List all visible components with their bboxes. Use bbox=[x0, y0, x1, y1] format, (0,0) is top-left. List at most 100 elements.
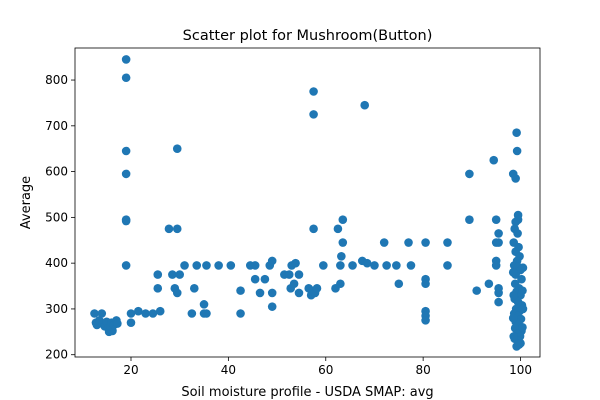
data-point bbox=[250, 274, 260, 284]
data-point bbox=[360, 100, 370, 110]
data-point bbox=[236, 309, 245, 318]
data-point bbox=[164, 224, 174, 234]
data-point bbox=[175, 270, 184, 279]
data-point bbox=[319, 261, 328, 270]
x-tick-label: 60 bbox=[318, 363, 333, 377]
data-point bbox=[180, 261, 189, 270]
data-point bbox=[489, 155, 499, 165]
data-point bbox=[141, 309, 150, 318]
data-point bbox=[121, 146, 131, 156]
y-tick-label: 600 bbox=[45, 165, 68, 179]
data-point bbox=[97, 309, 107, 318]
data-point bbox=[336, 279, 345, 289]
data-point bbox=[338, 215, 348, 224]
data-point bbox=[509, 290, 519, 300]
data-point bbox=[511, 174, 520, 183]
data-point bbox=[494, 288, 503, 298]
data-point bbox=[472, 286, 482, 295]
axis-ticks-layer: 20 40 60 80 100 200 300 400 500 600 700 800 bbox=[45, 73, 532, 377]
data-point bbox=[226, 261, 236, 270]
data-point bbox=[202, 309, 211, 318]
y-tick-label: 500 bbox=[45, 210, 68, 224]
data-point bbox=[172, 144, 182, 154]
y-tick-label: 800 bbox=[45, 73, 68, 87]
data-point bbox=[421, 316, 430, 325]
data-point bbox=[443, 238, 452, 247]
data-point bbox=[509, 332, 519, 341]
data-point bbox=[267, 288, 277, 298]
data-point bbox=[514, 340, 524, 349]
data-point bbox=[484, 279, 494, 289]
data-point bbox=[121, 261, 131, 270]
data-point bbox=[421, 238, 430, 247]
data-point bbox=[126, 318, 136, 327]
data-point bbox=[348, 261, 357, 270]
x-axis-label: Soil moisture profile - USDA SMAP: avg bbox=[181, 385, 433, 400]
data-point bbox=[192, 261, 202, 270]
data-point bbox=[148, 309, 158, 318]
data-point bbox=[309, 87, 318, 96]
data-point bbox=[518, 286, 527, 295]
data-point bbox=[443, 261, 452, 270]
data-point bbox=[250, 261, 260, 270]
data-point bbox=[267, 302, 277, 311]
x-tick-label: 40 bbox=[221, 363, 236, 377]
data-point bbox=[382, 261, 391, 270]
data-point bbox=[284, 270, 294, 279]
data-point bbox=[260, 274, 270, 284]
data-point bbox=[113, 319, 122, 328]
y-tick-label: 400 bbox=[45, 256, 68, 270]
data-point bbox=[465, 169, 474, 179]
data-point bbox=[370, 261, 379, 270]
data-point bbox=[153, 284, 163, 293]
data-point bbox=[121, 216, 131, 226]
data-point bbox=[406, 261, 416, 270]
y-tick-label: 700 bbox=[45, 119, 68, 133]
data-point bbox=[236, 286, 245, 295]
data-point bbox=[134, 306, 143, 316]
x-tick-label: 100 bbox=[509, 363, 532, 377]
data-point bbox=[172, 288, 182, 298]
data-point bbox=[309, 110, 318, 119]
y-tick-label: 300 bbox=[45, 302, 68, 316]
data-point bbox=[309, 224, 318, 234]
data-point bbox=[494, 297, 503, 307]
data-point bbox=[421, 279, 430, 289]
data-point bbox=[508, 268, 518, 277]
data-point bbox=[511, 217, 520, 227]
data-point bbox=[168, 270, 177, 279]
data-point bbox=[121, 169, 131, 179]
data-point bbox=[126, 309, 136, 318]
data-point bbox=[362, 258, 372, 268]
data-point bbox=[513, 229, 522, 238]
data-point bbox=[518, 263, 528, 273]
data-point bbox=[155, 306, 165, 316]
data-point bbox=[392, 261, 401, 270]
data-point bbox=[512, 146, 522, 156]
data-point bbox=[333, 224, 343, 234]
data-point bbox=[294, 288, 304, 298]
data-point bbox=[517, 274, 526, 284]
data-point bbox=[202, 261, 211, 270]
data-point bbox=[508, 313, 518, 323]
data-point bbox=[255, 288, 265, 298]
data-point bbox=[291, 258, 300, 268]
data-point bbox=[189, 284, 199, 293]
data-point bbox=[289, 279, 299, 289]
data-point bbox=[494, 229, 503, 238]
data-point bbox=[312, 284, 322, 293]
data-point bbox=[491, 261, 501, 270]
chart-title: Scatter plot for Mushroom(Button) bbox=[183, 28, 433, 44]
data-point bbox=[121, 73, 131, 83]
data-point bbox=[518, 322, 527, 332]
data-point bbox=[153, 270, 163, 279]
data-point bbox=[294, 270, 304, 279]
data-point bbox=[465, 215, 474, 224]
data-point bbox=[199, 300, 209, 309]
data-point bbox=[172, 224, 182, 234]
data-point bbox=[404, 238, 413, 247]
plot-area-frame bbox=[74, 47, 541, 358]
x-tick-label: 80 bbox=[416, 363, 431, 377]
